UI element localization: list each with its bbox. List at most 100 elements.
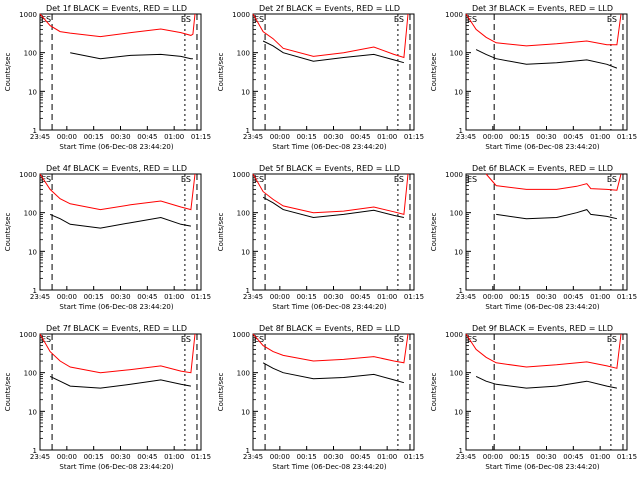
events-series-line xyxy=(262,40,405,64)
lld-series-line xyxy=(39,173,196,211)
x-tick-label: 00:00 xyxy=(270,453,290,461)
events-series-line xyxy=(496,209,618,220)
x-tick-label: 23:45 xyxy=(456,293,476,301)
x-tick-label: 00:00 xyxy=(483,453,503,461)
es-marker: ES xyxy=(41,335,51,344)
x-tick-label: 00:45 xyxy=(563,453,583,461)
es-marker: ES xyxy=(607,335,617,344)
x-tick-label: 00:15 xyxy=(84,453,104,461)
lld-series-line xyxy=(252,173,409,216)
x-tick-label: 00:45 xyxy=(137,453,157,461)
lld-series-line xyxy=(252,333,409,364)
plot-frame xyxy=(39,173,202,291)
x-tick-label: 23:45 xyxy=(456,453,476,461)
x-tick-label: 01:00 xyxy=(590,133,610,141)
x-tick-label: 01:15 xyxy=(404,293,424,301)
lld-series-line xyxy=(39,13,196,38)
y-tick-label: 1000 xyxy=(232,331,250,339)
x-tick-label: 00:00 xyxy=(270,293,290,301)
y-tick-label: 1000 xyxy=(445,11,463,19)
x-tick-label: 01:15 xyxy=(617,293,637,301)
y-tick-label: 100 xyxy=(450,50,463,58)
es-marker: ES xyxy=(41,175,51,184)
x-tick-label: 23:45 xyxy=(243,133,263,141)
y-tick-label: 100 xyxy=(450,210,463,218)
x-tick-label: 00:00 xyxy=(57,133,77,141)
lld-series-line xyxy=(252,13,409,59)
x-tick-label: 00:15 xyxy=(510,133,530,141)
x-axis-label: Start Time (06-Dec-08 23:44:20) xyxy=(485,463,599,471)
x-tick-label: 00:15 xyxy=(297,453,317,461)
x-tick-label: 01:15 xyxy=(404,453,424,461)
y-tick-label: 10 xyxy=(241,88,250,96)
es-marker: ES xyxy=(254,15,264,24)
x-tick-label: 01:00 xyxy=(164,453,184,461)
y-tick-label: 10 xyxy=(454,408,463,416)
x-tick-label: 00:45 xyxy=(350,453,370,461)
x-tick-label: 01:00 xyxy=(590,453,610,461)
detector-plot: Det 9f BLACK = Events, RED = LLD 1 10 100 10… xyxy=(430,324,637,471)
y-axis-label: Counts/sec xyxy=(217,213,225,252)
x-tick-label: 00:15 xyxy=(84,293,104,301)
es-marker: ES xyxy=(181,15,191,24)
x-tick-label: 00:00 xyxy=(483,293,503,301)
y-tick-label: 10 xyxy=(28,408,37,416)
es-marker: ES xyxy=(394,15,404,24)
x-tick-label: 23:45 xyxy=(243,293,263,301)
y-tick-label: 1 xyxy=(246,287,250,295)
x-tick-label: 00:30 xyxy=(323,293,343,301)
lld-series-line xyxy=(485,173,622,191)
y-tick-label: 1 xyxy=(246,127,250,135)
y-tick-label: 100 xyxy=(237,50,250,58)
es-marker: ES xyxy=(41,15,51,24)
y-tick-label: 10 xyxy=(28,248,37,256)
x-tick-label: 00:15 xyxy=(510,453,530,461)
x-tick-label: 00:15 xyxy=(84,133,104,141)
x-tick-label: 01:00 xyxy=(377,293,397,301)
x-tick-label: 01:15 xyxy=(617,453,637,461)
y-tick-label: 1 xyxy=(33,127,37,135)
x-axis-label: Start Time (06-Dec-08 23:44:20) xyxy=(485,143,599,151)
events-series-line xyxy=(49,375,191,389)
y-axis-label: Counts/sec xyxy=(4,213,12,252)
events-series-line xyxy=(49,213,191,229)
y-axis-label: Counts/sec xyxy=(217,53,225,92)
y-tick-label: 100 xyxy=(24,50,37,58)
x-tick-label: 23:45 xyxy=(30,453,50,461)
plot-frame xyxy=(252,13,415,131)
x-tick-label: 00:45 xyxy=(350,293,370,301)
es-marker: ES xyxy=(254,175,264,184)
plot-title: Det 5f BLACK = Events, RED = LLD xyxy=(259,164,400,173)
y-axis-label: Counts/sec xyxy=(4,53,12,92)
x-tick-label: 00:30 xyxy=(536,453,556,461)
es-marker: ES xyxy=(467,15,477,24)
plot-title: Det 9f BLACK = Events, RED = LLD xyxy=(472,324,613,333)
x-axis-label: Start Time (06-Dec-08 23:44:20) xyxy=(59,463,173,471)
x-tick-label: 01:00 xyxy=(164,293,184,301)
es-marker: ES xyxy=(181,175,191,184)
plot-title: Det 8f BLACK = Events, RED = LLD xyxy=(259,324,400,333)
x-tick-label: 00:30 xyxy=(323,453,343,461)
detector-plot: Det 8f BLACK = Events, RED = LLD 1 10 100 10… xyxy=(217,324,424,471)
events-series-line xyxy=(475,375,617,389)
x-tick-label: 00:45 xyxy=(137,133,157,141)
detector-plot: Det 5f BLACK = Events, RED = LLD 1 10 100 10… xyxy=(217,164,424,311)
y-tick-label: 1 xyxy=(459,287,463,295)
plot-title: Det 4f BLACK = Events, RED = LLD xyxy=(46,164,187,173)
plot-title: Det 7f BLACK = Events, RED = LLD xyxy=(46,324,187,333)
es-marker: ES xyxy=(467,335,477,344)
y-tick-label: 1000 xyxy=(19,11,37,19)
x-tick-label: 01:15 xyxy=(404,133,424,141)
plot-frame xyxy=(39,333,202,451)
y-tick-label: 100 xyxy=(24,370,37,378)
y-axis-label: Counts/sec xyxy=(430,53,438,92)
x-tick-label: 00:15 xyxy=(297,133,317,141)
y-tick-label: 100 xyxy=(237,370,250,378)
x-tick-label: 00:15 xyxy=(510,293,530,301)
y-tick-label: 10 xyxy=(454,88,463,96)
detector-plot: Det 7f BLACK = Events, RED = LLD 1 10 100 10… xyxy=(4,324,211,471)
y-tick-label: 1000 xyxy=(19,331,37,339)
y-tick-label: 1 xyxy=(246,447,250,455)
y-tick-label: 1 xyxy=(459,447,463,455)
